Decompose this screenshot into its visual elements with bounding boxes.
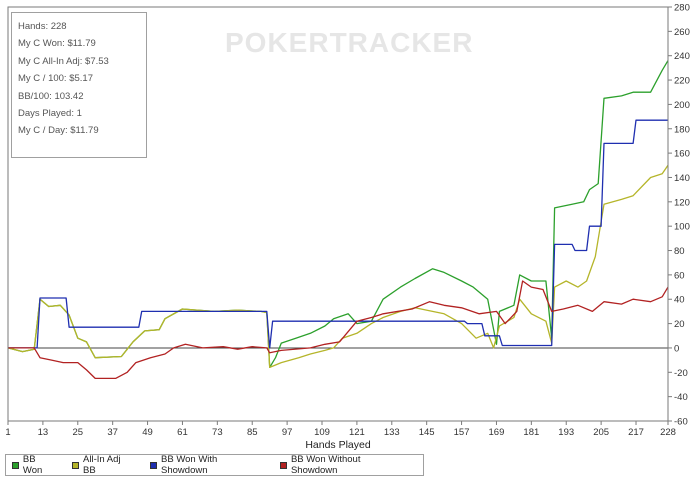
y-tick-label: 240 — [674, 51, 690, 62]
x-tick-label: 13 — [38, 427, 49, 438]
x-tick-label: 121 — [349, 427, 365, 438]
legend-label: BB Won Without Showdown — [290, 454, 361, 476]
x-tick-label: 49 — [142, 427, 153, 438]
legend-swatch — [12, 461, 19, 469]
x-tick-label: 193 — [558, 427, 574, 438]
x-tick-label: 109 — [314, 427, 330, 438]
x-axis: 1 13 25 37 49 61 73 85 97 109 121 133 145 157 169 181 19… — [5, 421, 676, 438]
stats-line: BB/100: 103.42 — [18, 90, 84, 102]
stats-line: My C All-In Adj: $7.53 — [18, 55, 109, 67]
x-tick-label: 85 — [247, 427, 258, 438]
stats-line: Hands: 228 — [18, 21, 67, 32]
y-axis: -60 -40 -20 0 20 40 60 80 100 120 140 160 180 200 220 2… — [668, 3, 690, 428]
legend-item: BB Won Without Showdown — [280, 454, 408, 476]
plot-frame — [7, 6, 669, 422]
legend-label: BB Won — [22, 454, 43, 476]
x-tick-label: 37 — [107, 427, 118, 438]
series-line-bb-won-without-showdown — [8, 280, 669, 380]
x-tick-label: 61 — [177, 427, 188, 438]
legend-swatch — [150, 461, 158, 469]
x-tick-label: 169 — [489, 427, 505, 438]
x-tick-label: 25 — [72, 427, 83, 438]
y-tick-label: 100 — [674, 222, 690, 233]
y-tick-label: 140 — [674, 173, 690, 184]
y-tick-label: -40 — [674, 392, 688, 403]
legend: BB Won All-In Adj BB BB Won With Showdown B… — [5, 454, 424, 476]
x-tick-label: 97 — [282, 427, 293, 438]
series-line-bb-won-with-showdown — [8, 119, 668, 349]
x-tick-label: 1 — [5, 427, 10, 438]
stats-line: My C / 100: $5.17 — [18, 73, 93, 85]
x-tick-label: 73 — [212, 427, 223, 438]
x-tick-label: 217 — [628, 427, 644, 438]
stats-line: My C / Day: $11.79 — [18, 125, 99, 137]
x-axis-title: Hands Played — [305, 439, 371, 451]
y-tick-label: 180 — [674, 124, 690, 135]
legend-label: BB Won With Showdown — [161, 454, 218, 476]
y-tick-label: -60 — [674, 417, 688, 428]
y-tick-label: 260 — [674, 27, 690, 38]
y-tick-label: 0 — [674, 343, 679, 354]
y-tick-label: -20 — [674, 368, 688, 379]
series-group — [7, 60, 669, 380]
stats-line: Days Played: 1 — [18, 108, 82, 120]
y-tick-label: 60 — [674, 270, 685, 281]
y-tick-label: 160 — [674, 149, 690, 160]
x-tick-label: 228 — [660, 427, 676, 438]
y-tick-label: 200 — [674, 100, 690, 111]
x-tick-label: 157 — [454, 427, 470, 438]
legend-label: All-In Adj BB — [83, 454, 121, 476]
y-tick-label: 220 — [674, 76, 690, 87]
legend-item: All-In Adj BB — [72, 454, 135, 476]
legend-swatch — [72, 461, 80, 469]
stats-box: Hands: 228 My C Won: $11.79 My C All-In Ad… — [11, 12, 147, 158]
y-tick-label: 120 — [674, 197, 690, 208]
y-tick-label: 20 — [674, 319, 685, 330]
legend-item: BB Won — [12, 454, 57, 476]
series-line-all-in-adj-bb — [7, 164, 669, 369]
legend-item: BB Won With Showdown — [150, 454, 265, 476]
x-tick-label: 181 — [523, 427, 539, 438]
x-tick-label: 145 — [419, 427, 435, 438]
stats-line: My C Won: $11.79 — [18, 38, 96, 50]
y-tick-label: 40 — [674, 295, 685, 306]
x-tick-label: 133 — [384, 427, 400, 438]
y-tick-label: 80 — [674, 246, 685, 257]
y-tick-label: 280 — [674, 3, 690, 14]
watermark-text: POKERTRACKER — [225, 27, 473, 58]
legend-swatch — [280, 461, 287, 469]
x-tick-label: 205 — [593, 427, 609, 438]
